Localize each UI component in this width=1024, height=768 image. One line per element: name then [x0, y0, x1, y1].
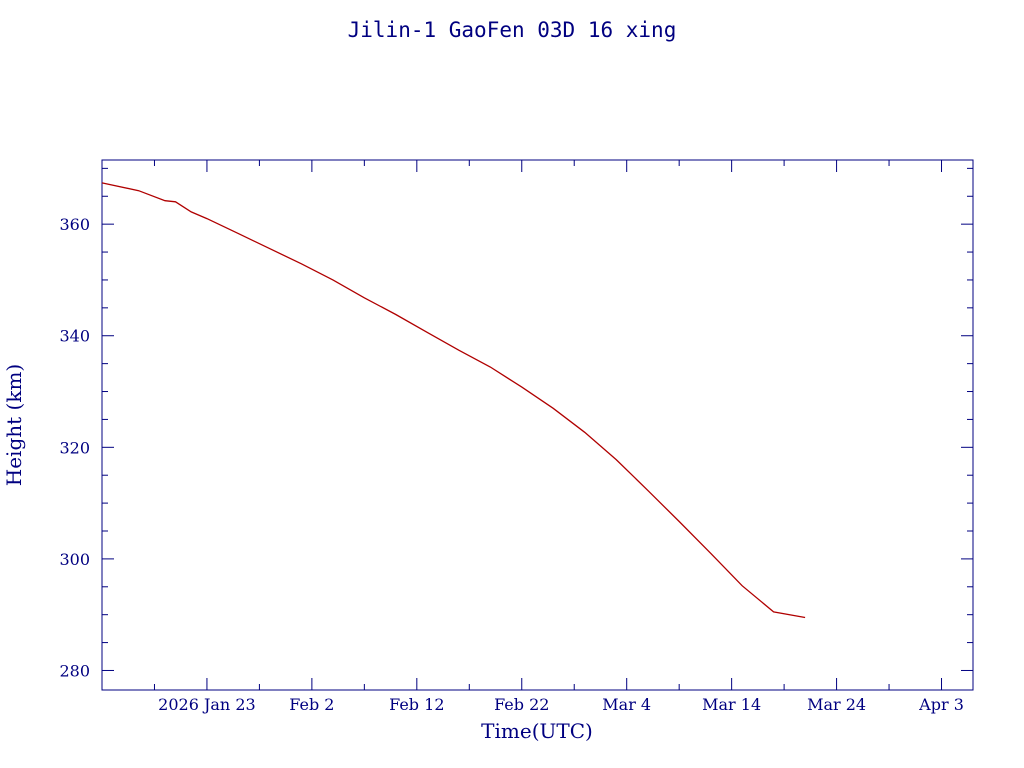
y-tick-label: 340 [59, 327, 90, 346]
chart-title: Jilin-1 GaoFen 03D 16 xing [348, 18, 677, 42]
plot-frame [101, 159, 974, 691]
x-tick-label: Feb 22 [494, 695, 549, 714]
x-tick-label: Feb 12 [389, 695, 444, 714]
y-tick-label: 320 [59, 438, 90, 457]
x-axis-label: Time(UTC) [481, 719, 593, 743]
x-tick-label: Feb 2 [289, 695, 334, 714]
x-tick-label: Apr 3 [918, 695, 964, 714]
series-line [101, 182, 806, 619]
y-tick-label: 300 [59, 550, 90, 569]
y-tick-label: 360 [59, 215, 90, 234]
x-tick-label: Mar 24 [807, 695, 866, 714]
y-axis: 280 300 320 340 360 [59, 167, 973, 680]
x-tick-label: 2026 Jan 23 [158, 695, 256, 714]
x-tick-label: Mar 4 [602, 695, 651, 714]
y-axis-label: Height (km) [2, 364, 26, 486]
y-tick-label: 280 [59, 661, 90, 680]
x-tick-label: Mar 14 [702, 695, 761, 714]
x-axis: 2026 Jan 23 Feb 2 Feb 12 Feb 22 Mar 4 Mar 14 M… [153, 160, 964, 714]
